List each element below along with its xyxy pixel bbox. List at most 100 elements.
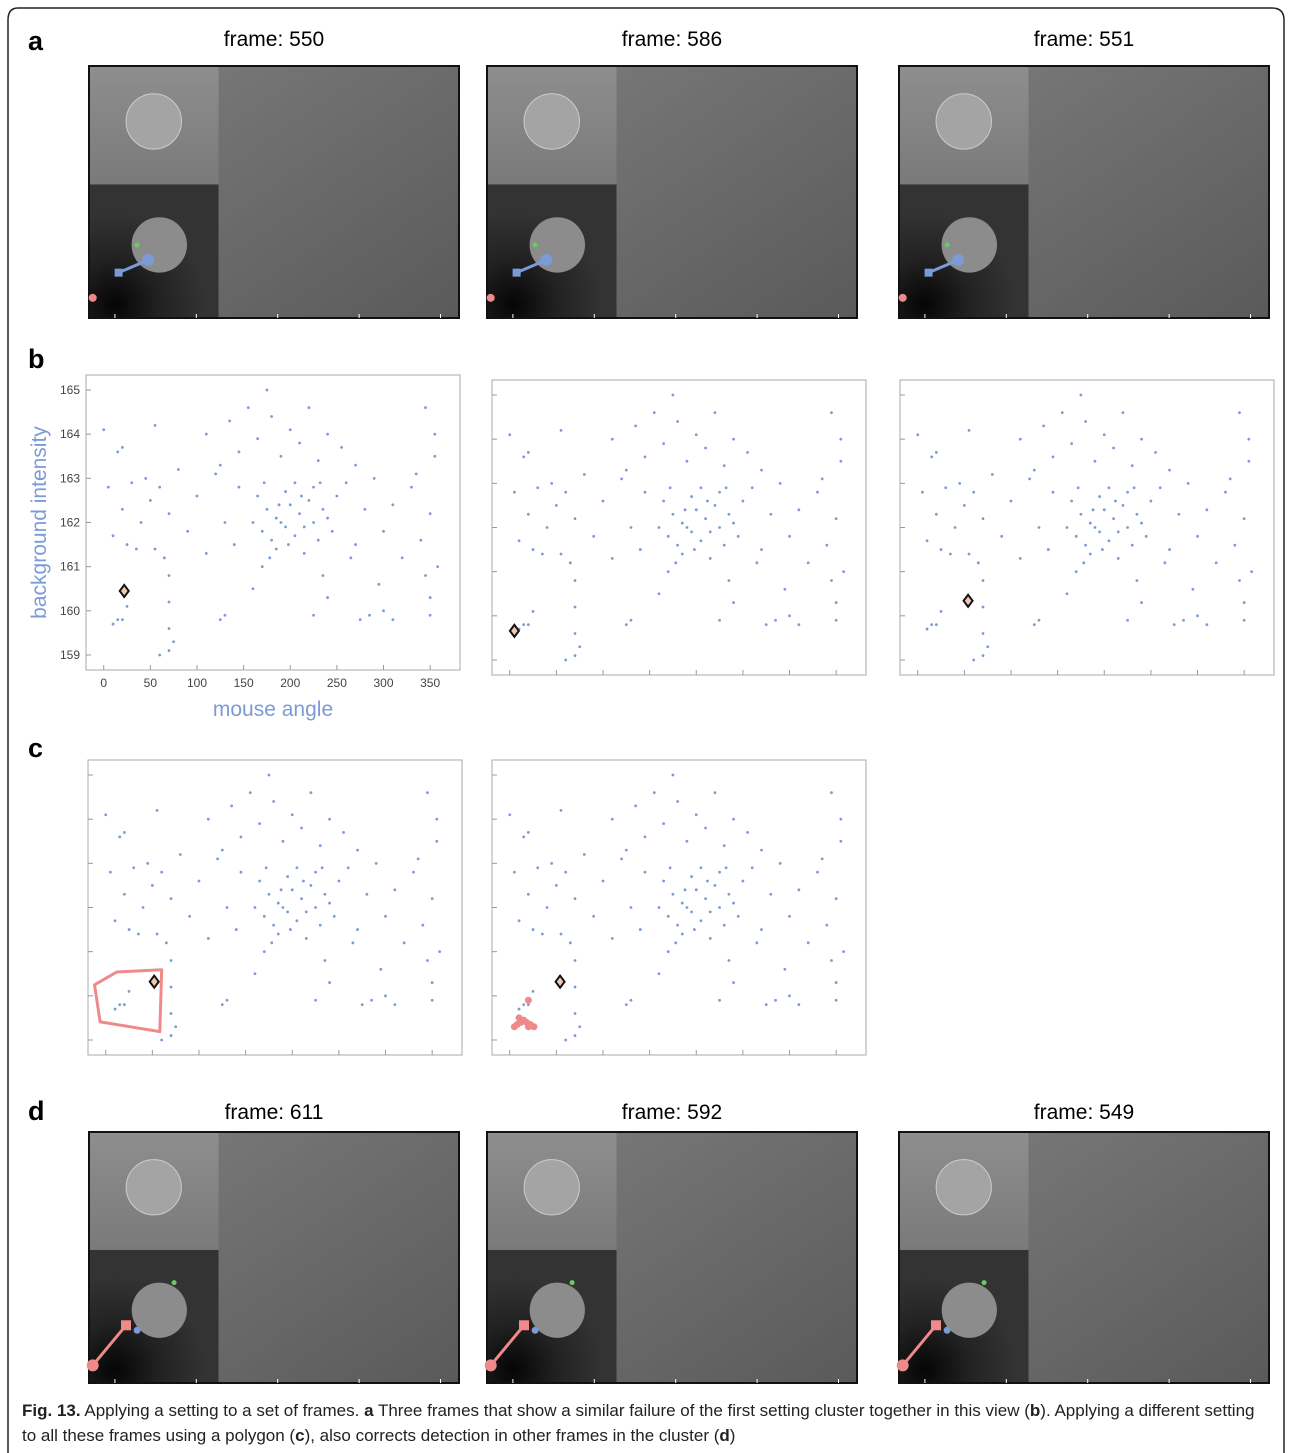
scatter-point [820,477,824,481]
scatter-point [704,517,707,521]
scatter-point [153,547,157,551]
video-frame [898,65,1270,319]
scatter-point [382,609,385,613]
selected-point [524,996,532,1004]
scatter-point [1163,561,1167,565]
caption-text: Applying a setting to a set of frames. [80,1401,365,1420]
scatter-point [545,526,549,529]
scatter-point [1065,526,1069,529]
scatter-point [314,870,317,874]
marker [943,1326,951,1334]
scatter-point [690,495,693,498]
scatter-point [981,632,985,635]
scatter-point [132,866,136,870]
scatter-point [531,610,535,613]
scatter-point [316,459,320,463]
scatter-point [286,875,289,878]
scatter-point [1018,557,1022,560]
scatter-point [1121,504,1125,507]
scatter-point [746,451,749,454]
scatter-point [573,605,577,609]
video-frame [88,65,460,319]
scatter-point [1098,495,1101,498]
scatter-point [1247,437,1251,441]
scatter-point [314,906,317,909]
scatter-point [962,504,966,507]
scatter-point [1140,521,1143,525]
frame-title: frame: 611 [225,1101,324,1124]
scatter-point [332,914,336,918]
scatter-point [279,888,283,892]
scatter-point [839,839,843,843]
highlight-point [148,974,160,990]
scatter-point [727,892,731,896]
scatter-point [578,1025,582,1029]
scatter-point [1032,623,1036,627]
scatter-point [421,923,425,927]
scatter-point [1028,477,1032,481]
arena [935,1159,992,1216]
scatter-point [155,932,159,936]
scatter-point [1000,534,1004,538]
scatter-point [1158,486,1162,490]
scatter-point [220,1003,224,1007]
scatter-point [1168,468,1171,472]
scatter-point [685,459,689,463]
scatter-point [167,649,171,652]
figure-border [7,7,1285,1453]
scatter-point [1107,539,1111,543]
scatter-point [746,831,749,834]
scatter-point [111,534,115,538]
scatter-point [372,476,376,480]
y-tick-label: 162 [60,516,80,530]
scatter-point [643,870,647,874]
scatter-point [559,552,563,556]
scatter-point [281,906,285,909]
scatter-point [934,451,938,454]
scatter-point [778,481,782,485]
scatter-point [568,561,572,565]
scatter-point [732,981,735,984]
scatter-point [830,579,833,582]
scatter-point [262,950,266,954]
scatter-point [268,556,272,560]
scatter-point [1247,459,1251,463]
x-tick-label: 0 [100,676,107,690]
scatter-point [1088,521,1092,525]
scatter-point [1107,486,1111,490]
scatter-point [309,884,313,887]
scatter-point [713,791,717,795]
scatter-point [559,808,563,812]
scatter-point [125,543,129,546]
scatter-point [298,441,301,445]
scatter-point [816,490,819,494]
scatter-point [643,455,647,459]
scatter-point [264,866,268,870]
caption-text: b [1029,1401,1041,1420]
frame-title: frame: 549 [1034,1101,1134,1124]
scatter-point [304,910,308,914]
scatter-point [321,507,325,511]
scatter-point [666,950,670,954]
scatter-point [610,817,614,821]
scatter-point [830,791,833,795]
caption: Fig. 13. Applying a setting to a set of … [22,1398,1272,1448]
scatter-point [428,596,432,599]
pose-head [484,1359,497,1372]
scatter-point [526,1003,530,1007]
scatter-point [666,534,670,538]
pose-tail [924,268,933,277]
scatter-point [167,512,171,516]
caption-text: c [295,1426,305,1445]
scatter-point [318,923,322,927]
scatter-point [276,932,280,936]
scatter-point [281,839,285,843]
selected-point [530,1023,538,1031]
scatter-point [662,879,666,883]
scatter-point [713,411,717,415]
scatter-point [186,529,190,533]
scatter-point [169,897,173,901]
scatter-point [624,468,628,472]
scatter-point [370,998,373,1002]
